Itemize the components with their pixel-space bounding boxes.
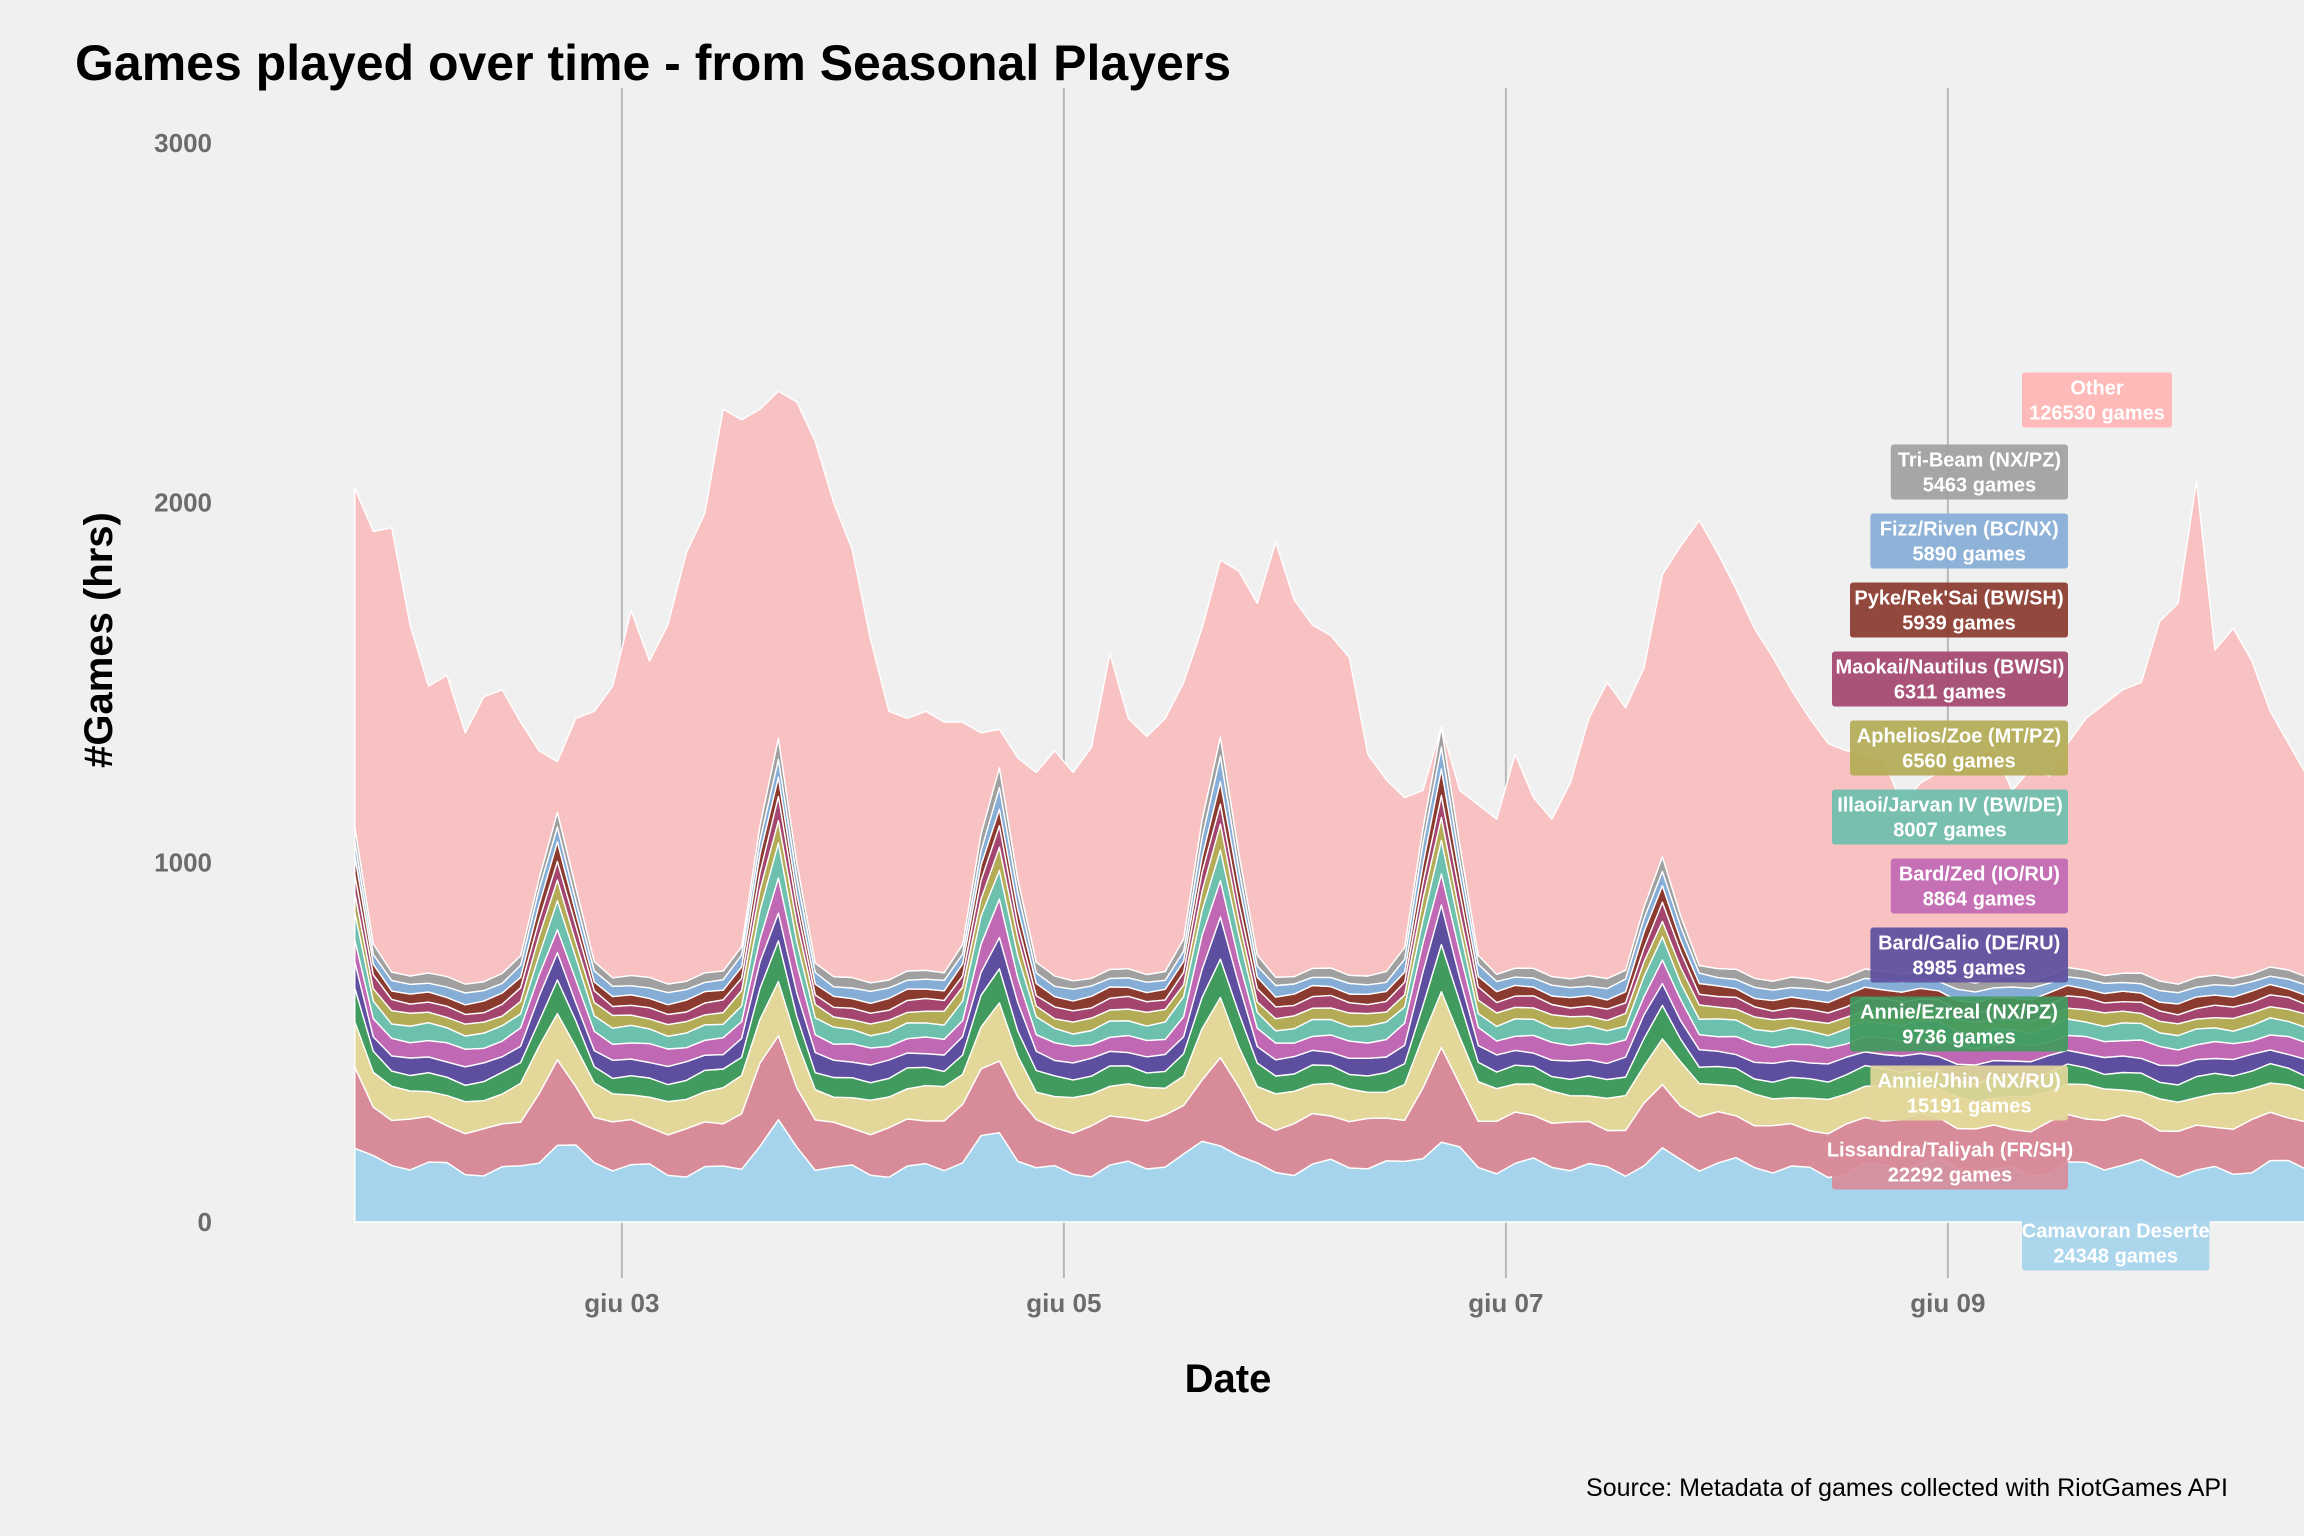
series-label-aphelios-zoe-mt-pz: Aphelios/Zoe (MT/PZ) 6560 games bbox=[1850, 720, 2068, 776]
series-label-count: 8985 games bbox=[1912, 958, 2025, 980]
series-label-other: Other 126530 games bbox=[2022, 372, 2172, 428]
series-label-count: 15191 games bbox=[1907, 1096, 2032, 1118]
x-tick-layer: giu 03 giu 05 giu 07 giu 09 bbox=[584, 1288, 1985, 1318]
area-layer bbox=[354, 390, 2304, 1223]
series-label-name: Annie/Ezreal (NX/PZ) bbox=[1860, 1002, 2058, 1024]
series-label-annie-ezreal-nx-pz: Annie/Ezreal (NX/PZ) 9736 games bbox=[1850, 996, 2068, 1052]
chart-title: Games played over time - from Seasonal P… bbox=[75, 35, 1231, 91]
series-label-count: 5890 games bbox=[1912, 544, 2025, 566]
series-label-bard-zed-io-ru: Bard/Zed (IO/RU) 8864 games bbox=[1890, 858, 2068, 914]
series-label-bard-galio-de-ru: Bard/Galio (DE/RU) 8985 games bbox=[1870, 927, 2068, 983]
series-label-name: Tri-Beam (NX/PZ) bbox=[1898, 450, 2061, 472]
series-label-box bbox=[1890, 444, 2068, 500]
series-label-count: 8007 games bbox=[1893, 820, 2006, 842]
source-caption: Source: Metadata of games collected with… bbox=[1586, 1474, 2228, 1502]
series-label-box bbox=[1832, 789, 2068, 845]
series-label-name: Bard/Zed (IO/RU) bbox=[1899, 864, 2060, 886]
series-label-box bbox=[1850, 720, 2068, 776]
series-label-name: Aphelios/Zoe (MT/PZ) bbox=[1857, 726, 2061, 748]
series-label-box bbox=[1870, 927, 2068, 983]
series-label-box bbox=[1832, 651, 2068, 707]
series-label-tri-beam-nx-pz: Tri-Beam (NX/PZ) 5463 games bbox=[1890, 444, 2068, 500]
series-label-box bbox=[1870, 513, 2068, 569]
series-label-name: Camavoran Deserte bbox=[2022, 1221, 2210, 1243]
series-label-box bbox=[1870, 1065, 2068, 1121]
series-label-box bbox=[2022, 1215, 2210, 1271]
series-label-lissandra-taliyah-fr-sh: Lissandra/Taliyah (FR/SH) 22292 games bbox=[1827, 1134, 2073, 1190]
series-label-name: Maokai/Nautilus (BW/SI) bbox=[1836, 657, 2065, 679]
y-tick-layer: 0 1000 2000 3000 bbox=[154, 128, 212, 1237]
series-label-name: Pyke/Rek'Sai (BW/SH) bbox=[1854, 588, 2063, 610]
series-label-illaoi-jarvan-iv-bw-de: Illaoi/Jarvan IV (BW/DE) 8007 games bbox=[1832, 789, 2068, 845]
series-label-count: 126530 games bbox=[2029, 403, 2165, 425]
series-label-box bbox=[1850, 996, 2068, 1052]
series-label-maokai-nautilus-bw-si: Maokai/Nautilus (BW/SI) 6311 games bbox=[1832, 651, 2068, 707]
series-label-box bbox=[1850, 582, 2068, 638]
y-tick-0: 0 bbox=[198, 1207, 212, 1237]
y-tick-1000: 1000 bbox=[154, 847, 212, 877]
series-label-name: Illaoi/Jarvan IV (BW/DE) bbox=[1837, 795, 2063, 817]
series-label-box bbox=[2022, 372, 2172, 428]
x-tick-0: giu 03 bbox=[584, 1288, 659, 1318]
series-label-name: Lissandra/Taliyah (FR/SH) bbox=[1827, 1140, 2073, 1162]
series-label-name: Fizz/Riven (BC/NX) bbox=[1880, 519, 2059, 541]
series-label-count: 24348 games bbox=[2053, 1246, 2178, 1268]
x-tick-2: giu 07 bbox=[1468, 1288, 1543, 1318]
series-label-fizz-riven-bc-nx: Fizz/Riven (BC/NX) 5890 games bbox=[1870, 513, 2068, 569]
series-label-pyke-rek-sai-bw-sh: Pyke/Rek'Sai (BW/SH) 5939 games bbox=[1850, 582, 2068, 638]
series-label-camavoran-deserters: Camavoran Deserte 24348 games bbox=[2022, 1215, 2210, 1271]
y-tick-3000: 3000 bbox=[154, 128, 212, 158]
series-label-annie-jhin-nx-ru: Annie/Jhin (NX/RU) 15191 games bbox=[1870, 1065, 2068, 1121]
series-label-count: 8864 games bbox=[1923, 889, 2036, 911]
y-axis-title: #Games (hrs) bbox=[77, 512, 121, 768]
y-tick-2000: 2000 bbox=[154, 488, 212, 518]
series-label-name: Other bbox=[2070, 378, 2124, 400]
series-label-layer: Camavoran Deserte 24348 games Lissandra/Ta… bbox=[1827, 372, 2210, 1271]
series-label-box bbox=[1832, 1134, 2068, 1190]
series-label-count: 22292 games bbox=[1888, 1165, 2013, 1187]
x-axis-title: Date bbox=[1185, 1357, 1272, 1401]
series-label-count: 5463 games bbox=[1923, 475, 2036, 497]
series-label-name: Annie/Jhin (NX/RU) bbox=[1878, 1071, 2061, 1093]
series-label-count: 6311 games bbox=[1894, 682, 2006, 704]
x-tick-3: giu 09 bbox=[1910, 1288, 1985, 1318]
x-tick-1: giu 05 bbox=[1026, 1288, 1101, 1318]
series-label-count: 5939 games bbox=[1902, 613, 2015, 635]
series-label-count: 6560 games bbox=[1902, 751, 2015, 773]
series-label-box bbox=[1890, 858, 2068, 914]
series-label-count: 9736 games bbox=[1902, 1027, 2015, 1049]
series-label-name: Bard/Galio (DE/RU) bbox=[1878, 933, 2060, 955]
area-other bbox=[354, 390, 2304, 985]
